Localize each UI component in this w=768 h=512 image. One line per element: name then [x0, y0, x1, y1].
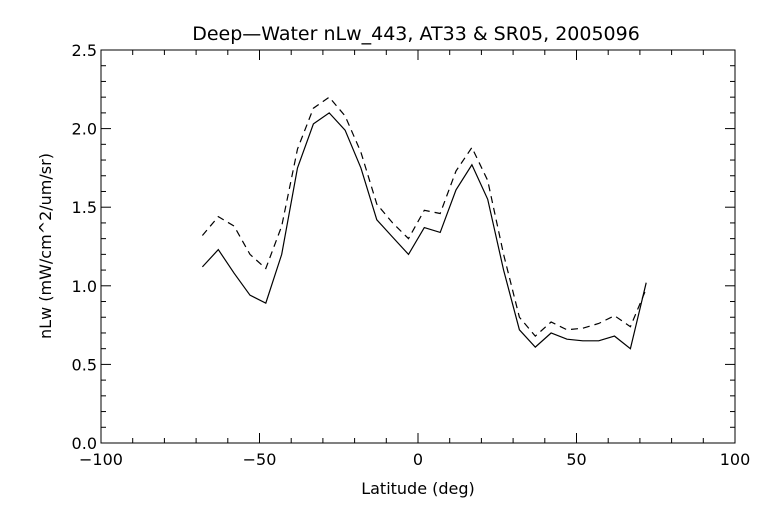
- series-line-solid: [201, 112, 647, 350]
- y-tick-labels: 0.0 0.5 1.0 1.5 2.0 2.5: [72, 41, 97, 453]
- x-tick-label: −50: [243, 450, 277, 469]
- x-tick-labels: −100 −50 0 50 100: [79, 450, 750, 469]
- x-tick-label: −100: [79, 450, 123, 469]
- y-tick-label: 1.0: [72, 277, 97, 296]
- y-axis-label: nLw (mW/cm^2/um/sr): [36, 153, 55, 339]
- series-line-dashed: [201, 96, 647, 337]
- y-tick-label: 2.0: [72, 120, 97, 139]
- y-tick-label: 1.5: [72, 198, 97, 217]
- y-tick-label: 2.5: [72, 41, 97, 60]
- major-ticks: [100, 49, 736, 444]
- x-tick-label: 0: [413, 450, 423, 469]
- minor-ticks: [101, 50, 735, 443]
- chart-title: Deep—Water nLw_443, AT33 & SR05, 2005096: [192, 23, 640, 45]
- x-axis-label: Latitude (deg): [361, 479, 475, 498]
- y-tick-label: 0.5: [72, 355, 97, 374]
- x-tick-label: 100: [720, 450, 751, 469]
- x-tick-label: 50: [566, 450, 586, 469]
- series-lines: [201, 96, 647, 350]
- y-tick-label: 0.0: [72, 434, 97, 453]
